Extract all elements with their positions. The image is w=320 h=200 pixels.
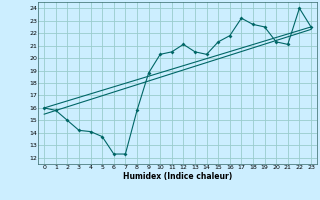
X-axis label: Humidex (Indice chaleur): Humidex (Indice chaleur): [123, 172, 232, 181]
